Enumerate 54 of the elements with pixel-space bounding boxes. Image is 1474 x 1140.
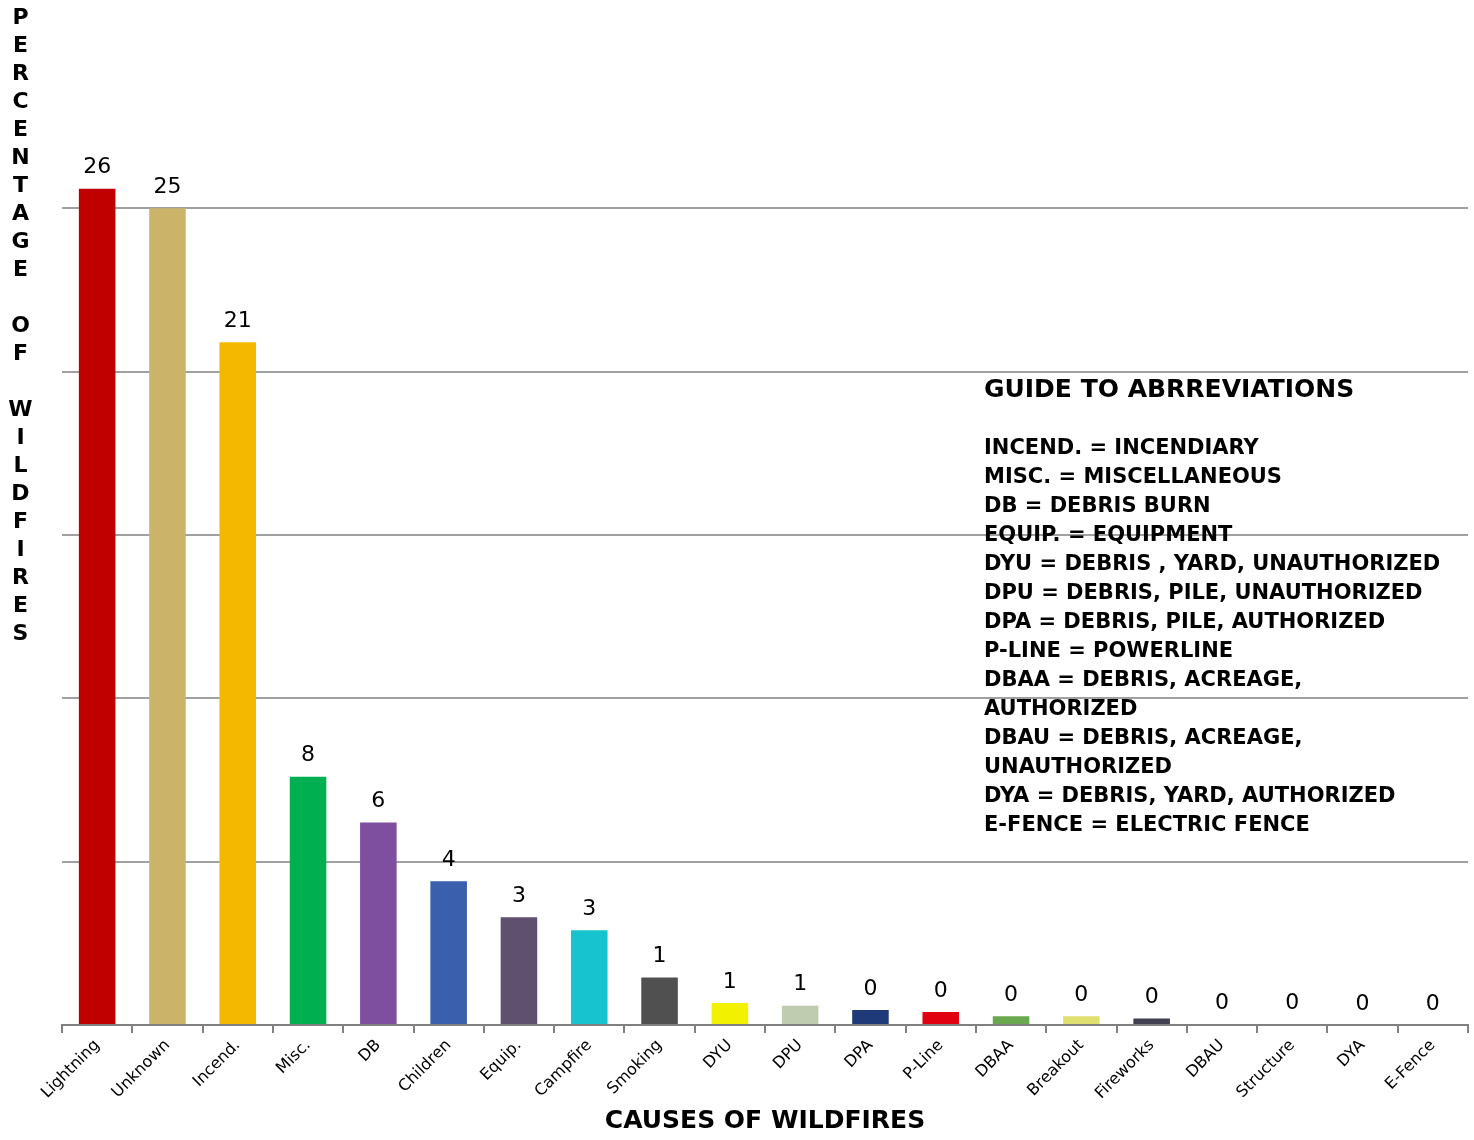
bar (500, 917, 538, 1024)
annotation: DYU = DEBRIS , YARD, UNAUTHORIZED (984, 551, 1441, 576)
x-tick-label: DYA (1333, 1035, 1369, 1071)
bar (711, 1003, 749, 1024)
bar (852, 1009, 889, 1024)
bar (922, 1011, 960, 1024)
data-label: 1 (652, 942, 667, 968)
data-label: 25 (153, 173, 182, 199)
bar (149, 208, 186, 1024)
annotation: DBAA = DEBRIS, ACREAGE, AUTHORIZED (984, 667, 1303, 721)
bar (570, 930, 608, 1024)
data-label: 21 (223, 306, 252, 332)
bar (360, 822, 397, 1024)
data-label: 0 (1144, 983, 1159, 1009)
data-label: 4 (441, 845, 456, 871)
annotation: DPA = DEBRIS, PILE, AUTHORIZED (984, 609, 1386, 634)
data-label: 0 (863, 974, 878, 1000)
data-label: 0 (1285, 988, 1300, 1014)
annotation: INCEND. = INCENDIARY (984, 435, 1260, 460)
annotation: DPU = DEBRIS, PILE, UNAUTHORIZED (984, 580, 1423, 605)
data-label: 3 (511, 881, 526, 907)
bar (641, 977, 678, 1024)
annotation: E-FENCE = ELECTRIC FENCE (984, 812, 1310, 837)
data-label: 6 (371, 787, 386, 813)
data-label: 0 (1214, 988, 1229, 1014)
bar (289, 776, 327, 1024)
bar (1133, 1018, 1170, 1024)
bar (78, 188, 116, 1024)
bar (1063, 1016, 1100, 1024)
x-tick-label: DB (354, 1035, 385, 1065)
data-label: 0 (1355, 989, 1370, 1015)
bar (219, 342, 257, 1024)
annotation: MISC. = MISCELLANEOUS (984, 464, 1282, 489)
x-axis-title: CAUSES OF WILDFIRES (604, 1104, 926, 1134)
annotation: DB = DEBRIS BURN (984, 493, 1211, 518)
data-label: 8 (301, 741, 316, 767)
data-label: 0 (933, 976, 948, 1002)
annotation: GUIDE TO ABRREVIATIONS (984, 373, 1355, 403)
data-label: 0 (1074, 980, 1089, 1006)
annotation: DBAU = DEBRIS, ACREAGE, UNAUTHORIZED (984, 725, 1303, 779)
data-label: 3 (582, 894, 597, 920)
bar (430, 881, 467, 1024)
data-label: 0 (1425, 989, 1440, 1015)
annotation: P-LINE = POWERLINE (984, 638, 1234, 663)
x-tick-label: DPA (840, 1035, 877, 1072)
data-label: 1 (793, 970, 808, 996)
y-axis-title: PERCENTAGE OF WILDFIRES (8, 4, 33, 648)
annotation: EQUIP. = EQUIPMENT (984, 522, 1234, 547)
annotation: DYA = DEBRIS, YARD, AUTHORIZED (984, 783, 1396, 808)
data-label: 26 (83, 153, 112, 179)
bar (781, 1005, 819, 1024)
data-label: 1 (722, 967, 737, 993)
bar (992, 1016, 1030, 1024)
data-label: 0 (1004, 980, 1019, 1006)
